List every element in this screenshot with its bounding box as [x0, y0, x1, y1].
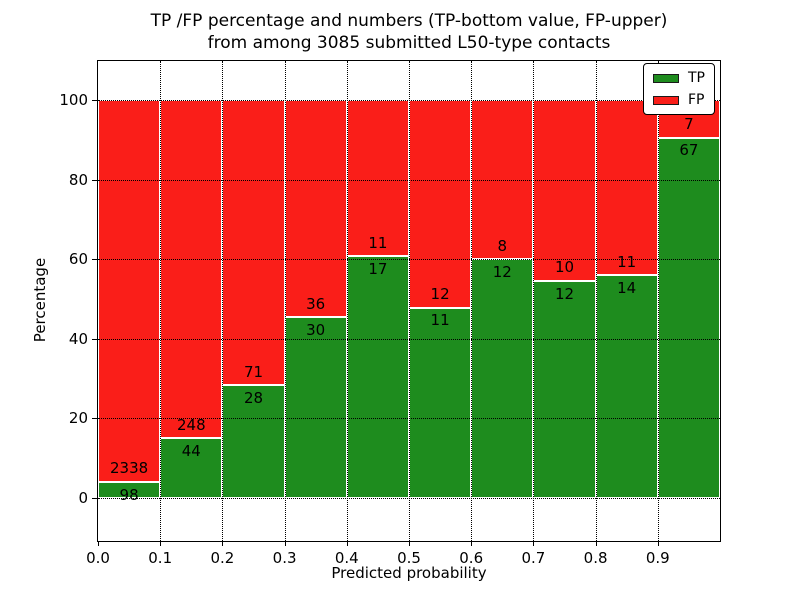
chart-title-line1: TP /FP percentage and numbers (TP-bottom…: [150, 11, 668, 31]
x-tick: [471, 542, 473, 546]
x-tick: [533, 542, 535, 546]
fp-count-label: 11: [368, 233, 388, 252]
tp-bar: [98, 482, 161, 498]
tp-count-label: 28: [243, 389, 264, 408]
fp-bar: [98, 100, 161, 482]
x-tick-label: 0.8: [583, 549, 608, 567]
tp-bar: [160, 438, 223, 498]
tp-count-label: 30: [306, 320, 326, 339]
x-tick-label: 0.0: [86, 549, 110, 567]
fp-bar: [409, 100, 472, 308]
v-gridline: [595, 61, 597, 541]
fp-swatch-icon: [653, 95, 679, 105]
x-tick-label: 0.1: [148, 549, 173, 567]
x-tick-label: 0.9: [645, 549, 670, 567]
y-tick-label: 20: [68, 409, 88, 428]
x-tick-label: 0.2: [210, 549, 235, 567]
fp-bar: [222, 100, 285, 386]
tp-bar: [222, 385, 285, 498]
x-tick-label: 0.6: [459, 549, 484, 567]
x-tick: [98, 542, 99, 546]
fp-count-label: 36: [306, 294, 326, 313]
fp-count-label: 2338: [110, 459, 149, 478]
tp-count-label: 67: [679, 141, 699, 160]
x-tick: [284, 542, 286, 546]
x-tick: [657, 542, 659, 546]
legend-label-tp: TP: [688, 70, 705, 86]
tp-count-label: 11: [430, 311, 450, 330]
tp-bar: [533, 280, 596, 498]
fp-count-label: 10: [554, 258, 575, 277]
v-gridline: [471, 61, 473, 541]
tp-count-label: 44: [181, 441, 201, 460]
fp-bar: [595, 100, 658, 276]
y-tick-label: 0: [78, 489, 88, 507]
tp-bar: [657, 137, 720, 498]
x-tick-label: 0.4: [334, 549, 359, 567]
x-tick: [595, 542, 597, 546]
x-tick: [222, 542, 224, 546]
x-tick: [160, 542, 162, 546]
fp-count-label: 8: [497, 236, 508, 255]
legend-item-tp: TP: [653, 71, 705, 85]
chart-title-line2: from among 3085 submitted L50-type conta…: [207, 33, 611, 54]
tp-bar: [284, 317, 347, 498]
fp-count-label: 11: [617, 252, 637, 271]
x-tick: [409, 542, 410, 546]
fp-count-label: 248: [176, 415, 206, 434]
v-gridline: [409, 61, 410, 541]
x-tick-label: 0.3: [272, 549, 297, 567]
v-gridline: [346, 61, 348, 541]
v-gridline: [533, 61, 535, 541]
tp-count-label: 14: [617, 278, 637, 297]
y-tick: [92, 338, 97, 340]
legend-item-fp: FP: [653, 93, 705, 107]
tp-count-label: 17: [368, 260, 388, 279]
tp-count-label: 98: [119, 485, 139, 504]
x-tick: [346, 542, 348, 546]
plot-area: 2338 98 248 44 71 28 36 30 11 17 12 11 8 12 10 12 11 14 7 6…: [97, 60, 721, 542]
tp-bar: [409, 307, 472, 498]
tp-bar: [595, 275, 658, 498]
v-gridline: [657, 61, 659, 541]
y-tick-label: 80: [68, 170, 88, 189]
v-gridline: [222, 61, 224, 541]
y-tick: [92, 179, 97, 181]
y-tick: [92, 259, 97, 261]
y-tick-label: 40: [68, 329, 88, 348]
fp-bar: [284, 100, 347, 318]
chart-title: TP /FP percentage and numbers (TP-bottom…: [151, 10, 668, 55]
legend-label-fp: FP: [688, 92, 705, 108]
tp-bar: [346, 256, 409, 498]
fp-count-label: 7: [684, 115, 694, 134]
v-gridline: [284, 61, 286, 541]
x-tick-label: 0.5: [397, 549, 421, 567]
fp-bar: [533, 100, 596, 281]
tp-count-label: 12: [492, 262, 512, 281]
x-tick-label: 0.7: [521, 549, 546, 567]
y-tick: [92, 418, 97, 420]
fp-count-label: 12: [430, 285, 450, 304]
v-gridline: [160, 61, 162, 541]
x-axis-label: Predicted probability: [331, 564, 487, 582]
y-tick: [92, 498, 97, 499]
fp-count-label: 71: [243, 362, 264, 381]
fp-bar: [160, 100, 223, 439]
y-tick-label: 100: [59, 91, 88, 109]
legend: TP FP: [643, 63, 715, 115]
tp-count-label: 12: [554, 284, 575, 303]
tp-bar: [471, 259, 534, 498]
tp-swatch-icon: [653, 73, 679, 83]
y-tick: [92, 100, 97, 101]
y-tick-label: 60: [68, 250, 88, 269]
